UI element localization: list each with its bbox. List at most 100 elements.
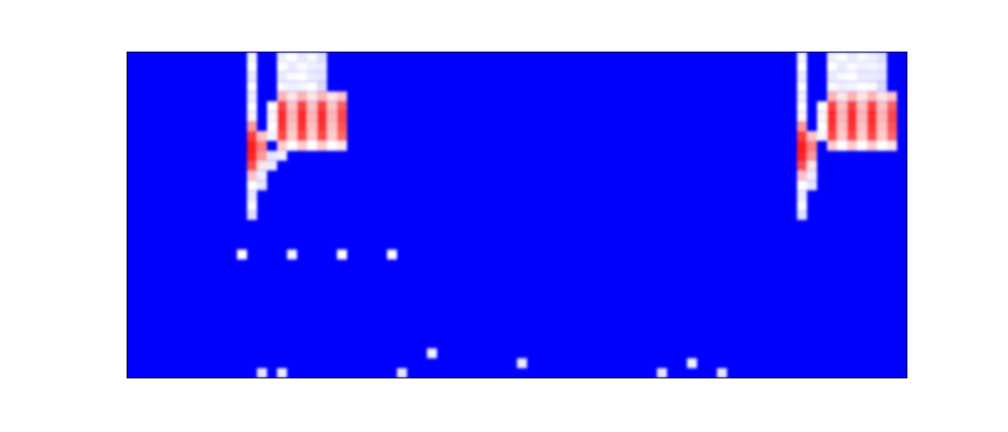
heatmap-cell	[797, 111, 807, 121]
heatmap-cell	[867, 131, 877, 141]
heatmap-cell	[807, 141, 817, 151]
heatmap-cell	[337, 92, 347, 102]
heatmap-cell	[327, 111, 337, 121]
heatmap-cell	[797, 151, 807, 161]
heatmap-cell	[237, 250, 247, 260]
heatmap-cell	[247, 92, 257, 102]
heatmap-cell	[857, 121, 867, 131]
heatmap-cell	[797, 52, 807, 62]
heatmap-cell	[297, 111, 307, 121]
heatmap-cell	[307, 72, 317, 82]
heatmap-cell	[857, 72, 867, 82]
heatmap-cell	[867, 121, 877, 131]
heatmap-cell	[277, 82, 287, 92]
heatmap-cell	[427, 348, 437, 358]
plot-frame	[127, 52, 907, 378]
heatmap-cell	[807, 180, 817, 190]
heatmap-cell	[797, 92, 807, 102]
heatmap-background	[127, 52, 907, 378]
heatmap-cell	[257, 161, 267, 171]
chart	[0, 0, 1008, 432]
heatmap-cell	[387, 250, 397, 260]
heatmap-cell	[827, 72, 837, 82]
heatmap-cell	[837, 101, 847, 111]
heatmap-cell	[247, 180, 257, 190]
heatmap-cell	[277, 141, 287, 151]
heatmap-cell	[307, 52, 317, 62]
heatmap-cell	[817, 101, 827, 111]
heatmap-cell	[337, 101, 347, 111]
heatmap-cell	[307, 131, 317, 141]
heatmap-cell	[307, 62, 317, 72]
heatmap-cell	[867, 101, 877, 111]
heatmap-cell	[267, 161, 277, 171]
heatmap-cell	[277, 92, 287, 102]
heatmap-cell	[327, 131, 337, 141]
heatmap-cell	[837, 111, 847, 121]
heatmap-cell	[887, 131, 897, 141]
heatmap-cells	[237, 52, 897, 378]
heatmap-cell	[807, 161, 817, 171]
heatmap-cell	[297, 141, 307, 151]
heatmap-cell	[867, 111, 877, 121]
heatmap-cell	[267, 121, 277, 131]
heatmap-cell	[837, 62, 847, 72]
heatmap-cell	[307, 82, 317, 92]
heatmap-cell	[827, 111, 837, 121]
heatmap-cell	[307, 92, 317, 102]
heatmap-cell	[277, 121, 287, 131]
heatmap-cell	[877, 141, 887, 151]
heatmap-cell	[837, 131, 847, 141]
heatmap-cell	[257, 368, 267, 378]
heatmap-cell	[807, 171, 817, 181]
heatmap-cell	[287, 52, 297, 62]
heatmap-cell	[337, 121, 347, 131]
heatmap-cell	[307, 101, 317, 111]
heatmap-cell	[687, 358, 697, 368]
heatmap-cell	[247, 101, 257, 111]
heatmap-cell	[297, 72, 307, 82]
heatmap-cell	[847, 141, 857, 151]
heatmap-cell	[247, 62, 257, 72]
heatmap-cell	[277, 62, 287, 72]
heatmap-cell	[247, 151, 257, 161]
heatmap-cell	[797, 121, 807, 131]
heatmap-cell	[857, 62, 867, 72]
heatmap-cell	[287, 121, 297, 131]
heatmap-cell	[247, 111, 257, 121]
heatmap-cell	[817, 131, 827, 141]
heatmap-cell	[287, 82, 297, 92]
heatmap-cell	[867, 62, 877, 72]
heatmap-cell	[797, 210, 807, 220]
heatmap-cell	[717, 368, 727, 378]
heatmap-cell	[857, 141, 867, 151]
heatmap-cell	[247, 171, 257, 181]
heatmap-cell	[837, 121, 847, 131]
heatmap-cell	[257, 131, 267, 141]
heatmap-cell	[297, 101, 307, 111]
heatmap-cell	[857, 101, 867, 111]
heatmap-cell	[827, 131, 837, 141]
heatmap-cell	[797, 62, 807, 72]
heatmap-cell	[327, 141, 337, 151]
heatmap-cell	[287, 62, 297, 72]
heatmap-cell	[257, 151, 267, 161]
plot-area	[127, 52, 907, 378]
heatmap-cell	[337, 131, 347, 141]
heatmap-cell	[827, 52, 837, 62]
heatmap-cell	[277, 101, 287, 111]
heatmap-cell	[827, 62, 837, 72]
heatmap-cell	[887, 111, 897, 121]
heatmap-cell	[847, 72, 857, 82]
heatmap-cell	[847, 62, 857, 72]
heatmap-cell	[877, 101, 887, 111]
heatmap-cell	[887, 92, 897, 102]
heatmap-cell	[317, 72, 327, 82]
heatmap-cell	[247, 121, 257, 131]
heatmap-cell	[337, 141, 347, 151]
heatmap-cell	[877, 131, 887, 141]
heatmap-cell	[287, 72, 297, 82]
heatmap-cell	[247, 72, 257, 82]
heatmap-cell	[257, 141, 267, 151]
heatmap-cell	[847, 92, 857, 102]
